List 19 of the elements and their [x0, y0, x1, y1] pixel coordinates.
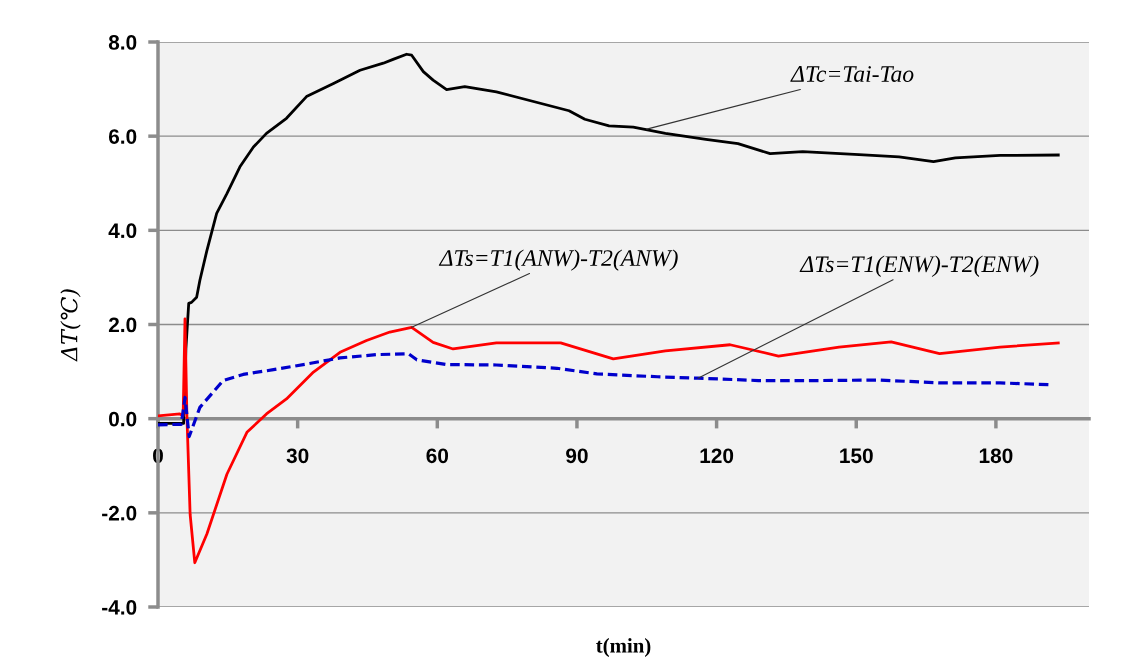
y-tick-label: 0.0 — [109, 411, 137, 427]
y-tick-label: 4.0 — [108, 223, 137, 239]
x-tick-label: 180 — [979, 448, 1013, 464]
y-tick-label: -2.0 — [102, 505, 137, 521]
y-tick-label: -4.0 — [102, 600, 137, 615]
y-tick-label: 8.0 — [108, 35, 137, 50]
annotation: ΔTs=T1(ANW)-T2(ANW) — [438, 249, 678, 271]
y-tick-label: 2.0 — [108, 317, 137, 333]
y-axis-title: ΔT(℃) — [60, 289, 81, 362]
x-tick-label: 30 — [286, 448, 309, 464]
annotation: ΔTc=Tai-Tao — [790, 66, 914, 82]
x-axis-title: t(min) — [596, 638, 651, 657]
y-tick-label: 6.0 — [108, 129, 137, 144]
x-tick-label: 90 — [566, 448, 588, 464]
annotation: ΔTs=T1(ENW)-T2(ENW) — [799, 255, 1039, 277]
line-series — [158, 52, 1060, 425]
x-tick-label: 60 — [426, 448, 449, 464]
x-tick-label: 150 — [840, 448, 873, 464]
x-tick-label: 120 — [700, 448, 734, 464]
